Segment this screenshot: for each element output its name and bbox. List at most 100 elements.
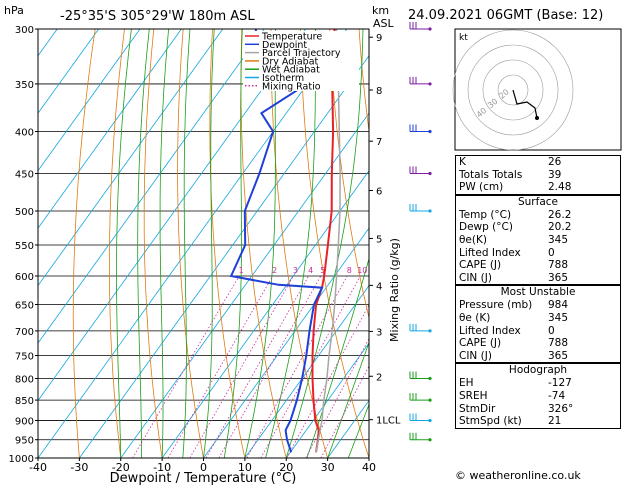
surface-title: Surface	[456, 194, 620, 209]
km-tick-label: 2	[376, 372, 382, 383]
pressure-tick-label: 550	[15, 241, 34, 252]
wet-adiabat-line	[223, 29, 243, 458]
isotherm-line	[79, 55, 369, 458]
x-axis-label: Dewpoint / Temperature (°C)	[110, 471, 297, 486]
mixing-ratio-label: 3	[293, 266, 298, 275]
mixing-ratio-label: 8	[347, 266, 352, 275]
hpa-unit-label: hPa	[4, 4, 24, 17]
mu-row: θe (K) 345	[459, 311, 569, 324]
surface-row: Lifted Index 0	[459, 246, 555, 259]
pressure-tick-label: 650	[15, 301, 34, 312]
surface-row: Temp (°C) 26.2	[459, 208, 572, 221]
km-tick-label: 1LCL	[376, 416, 401, 427]
legend-label: Dewpoint	[262, 40, 307, 51]
isotherm-line	[120, 112, 369, 458]
mixing-ratio-axis-label: Mixing Ratio (g/kg)	[388, 238, 401, 342]
date-title: 24.09.2021 06GMT (Base: 12)	[408, 8, 603, 23]
hodograph-trace	[512, 89, 538, 119]
legend-box	[243, 31, 359, 91]
temp-tick-label: 20	[279, 461, 293, 474]
mixing-ratio-line	[167, 275, 274, 458]
temp-tick-label: 0	[200, 461, 207, 474]
index-row-tt: Totals Totals 39	[459, 168, 562, 181]
hodograph-ring	[467, 44, 559, 136]
wind-barb-point	[428, 27, 432, 31]
hodograph-unit-label: kt	[459, 33, 468, 43]
temp-tick-label: -40	[29, 461, 47, 474]
wind-barb-point	[428, 329, 432, 333]
dry-adiabat-line	[240, 29, 287, 458]
km-tick-label: 7	[376, 137, 382, 148]
km-tick-label: 6	[376, 186, 382, 197]
wind-barb-point	[428, 129, 432, 134]
temp-tick-label: -20	[112, 461, 130, 474]
legend-label: Wet Adiabat	[262, 65, 320, 76]
wet-adiabat-line	[265, 29, 317, 458]
hodo-row: StmDir 326°	[459, 402, 574, 415]
index-row-k: K 26	[459, 156, 562, 168]
km-unit-label: km	[372, 4, 389, 17]
surface-row: θe(K) 345	[459, 233, 569, 246]
hodo-row: EH -127	[459, 377, 572, 390]
mixing-ratio-line	[132, 275, 240, 458]
pressure-tick-label: 600	[15, 272, 34, 283]
wet-adiabat-line	[137, 29, 150, 458]
surface-row: CAPE (J) 788	[459, 259, 569, 272]
mixing-ratio-line	[189, 275, 294, 458]
wet-adiabat-line	[116, 29, 132, 458]
dry-adiabat-line	[329, 29, 369, 320]
profile-lines	[229, 29, 341, 453]
surface-box: Surface Temp (°C) 26.2 Dewp (°C) 20.2 θe(K…	[455, 194, 621, 286]
dry-adiabat-line	[177, 29, 204, 458]
dry-adiabat-line	[143, 29, 163, 458]
plot-frame	[37, 28, 370, 459]
pressure-tick-label: 850	[15, 396, 34, 407]
pressure-tick-label: 1000	[9, 454, 34, 465]
mu-row: CIN (J) 365	[459, 349, 569, 362]
pressure-tick-label: 450	[15, 169, 34, 180]
wet-adiabat-line	[159, 29, 169, 458]
temp-tick-label: 10	[238, 461, 252, 474]
legend-label: Parcel Trajectory	[262, 48, 341, 59]
isotherm-line	[244, 284, 369, 458]
pressure-tick-label: 750	[15, 351, 34, 362]
wet-adiabat-line	[347, 403, 369, 458]
pressure-tick-label: 400	[15, 128, 34, 139]
pressure-tick-label: 350	[15, 80, 34, 91]
hodo-row: StmSpd (kt) 21	[459, 415, 562, 428]
km-tick-label: 3	[376, 327, 382, 338]
hodograph-ring	[482, 59, 544, 121]
indices-table: K 26 Totals Totals 39 PW (cm) 2.48 Surface …	[455, 155, 621, 429]
pressure-tick-label: 700	[15, 327, 34, 338]
dry-adiabat-line	[109, 29, 125, 458]
index-row-pw: PW (cm) 2.48	[459, 181, 572, 194]
temp-tick-label: 40	[362, 461, 376, 474]
wet-adiabat-line	[285, 29, 364, 458]
mu-row: CAPE (J) 788	[459, 337, 569, 350]
wind-barb-point	[428, 398, 432, 402]
mixing-ratio-label: 4	[308, 266, 313, 275]
series-temperature	[311, 29, 336, 453]
hodograph-ring	[497, 74, 529, 106]
isotherm-line	[38, 29, 224, 287]
pressure-tick-label: 800	[15, 374, 34, 385]
legend-label: Dry Adiabat	[262, 56, 319, 67]
legend-label: Isotherm	[262, 73, 304, 84]
hodograph-box: Hodograph EH -127 SREH -74 StmDir 326° StmS…	[455, 363, 621, 429]
hodograph-title: Hodograph	[456, 363, 620, 377]
mixing-ratio-label: 1	[239, 266, 244, 275]
mixing-ratio-label: 10	[357, 266, 367, 275]
pressure-tick-label: 500	[15, 207, 34, 218]
isotherm-line	[161, 169, 369, 458]
pressure-tick-label: 950	[15, 436, 34, 447]
isotherm-line	[38, 29, 348, 458]
wind-barb-point	[428, 438, 432, 442]
pressure-tick-label: 300	[15, 25, 34, 36]
km-tick-label: 5	[376, 234, 382, 245]
mixing-ratio-label: 25	[414, 266, 424, 275]
hodo-row: SREH -74	[459, 389, 566, 402]
isotherm-line	[38, 29, 182, 229]
